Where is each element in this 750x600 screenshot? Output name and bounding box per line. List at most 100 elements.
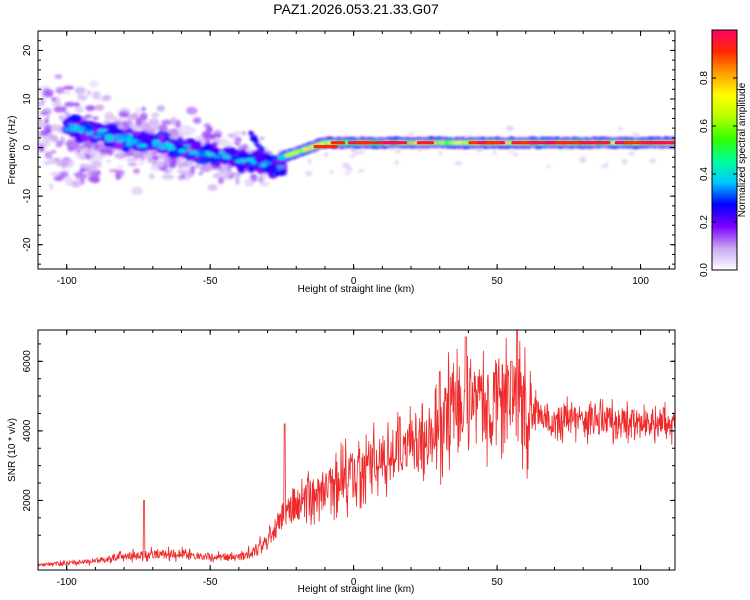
spectrogram-blob	[80, 133, 93, 141]
spectrogram-blob	[85, 105, 96, 112]
spectrogram-blob	[135, 162, 145, 166]
colorbar-frame	[711, 29, 738, 271]
spectrogram-blob	[50, 124, 61, 132]
spectrogram-blob	[39, 130, 45, 136]
spectrogram-blob	[164, 159, 172, 164]
spectrogram-blob	[56, 106, 65, 111]
spectrogram-blob	[506, 125, 514, 132]
spectrogram-blob	[192, 117, 202, 124]
spectrogram-blob	[618, 126, 623, 131]
spectrogram-blob	[55, 102, 62, 106]
spectrogram-blob	[156, 161, 165, 168]
snr-x-tick-label: 50	[492, 577, 504, 588]
spectrogram-blob	[357, 169, 365, 173]
spectrogram-blob	[454, 160, 463, 166]
spectrogram-blob	[250, 161, 257, 165]
spectrogram-blob	[408, 131, 415, 136]
spectrogram-blob	[628, 151, 635, 156]
snr-y-axis-label: SNR (10 * v/v)	[7, 418, 18, 482]
spectrogram-blob	[151, 156, 160, 160]
spectrogram-blob	[395, 149, 401, 154]
spectrogram-blob	[122, 120, 133, 125]
spectrogram-blob	[125, 142, 133, 147]
spectrogram-peak	[390, 141, 408, 145]
spectrogram-blob	[189, 141, 201, 150]
colorbar-tick-label: 0.4	[699, 167, 710, 181]
spectrogram-blob	[54, 74, 63, 79]
snr-x-tick-label: 0	[351, 577, 357, 588]
spectrogram-blob	[127, 162, 138, 167]
spectrogram-blob	[38, 122, 46, 129]
spectrogram-blob	[79, 152, 86, 161]
spectrogram-blob	[180, 173, 186, 179]
spectrogram-blob	[65, 140, 77, 148]
spectrogram-x-tick-label: 0	[351, 276, 357, 287]
spectrogram-blob	[63, 85, 75, 90]
spectrogram-blob	[214, 172, 222, 177]
spectrogram-blob	[40, 141, 51, 147]
spectrogram-blob	[98, 133, 108, 140]
snr-y-tick-label: 6000	[22, 350, 33, 373]
spectrogram-blob	[545, 165, 552, 168]
spectrogram-blob	[260, 148, 266, 153]
spectrogram-blob	[156, 152, 161, 157]
spectrogram-blob	[160, 152, 167, 159]
chart-title: PAZ1.2026.053.21.33.G07	[273, 1, 439, 17]
snr-x-tick-label: -100	[57, 577, 77, 588]
spectrogram-blob	[64, 176, 73, 186]
spectrogram-blob	[61, 161, 69, 167]
spectrogram-blob	[186, 106, 198, 115]
colorbar-tick-label: 0.8	[699, 71, 710, 85]
spectrogram-blob	[235, 177, 240, 186]
spectrogram-blob	[93, 142, 99, 151]
snr-frame	[37, 329, 676, 571]
spectrogram-peak	[416, 141, 434, 145]
spectrogram-blob	[136, 143, 148, 148]
spectrogram-x-axis-label: Height of straight line (km)	[298, 284, 415, 295]
spectrogram-blob	[118, 111, 130, 118]
spectrogram-peak	[330, 141, 346, 145]
snr-x-axis-label: Height of straight line (km)	[298, 584, 415, 595]
spectrogram-blob	[115, 138, 125, 143]
spectrogram-blob	[164, 142, 170, 147]
spectrogram-peak	[485, 141, 500, 145]
spectrogram-blob	[75, 171, 83, 180]
spectrogram-band	[448, 140, 455, 145]
spectrogram-blob	[55, 86, 65, 95]
spectrogram-blob	[122, 123, 131, 131]
spectrogram-blob	[116, 141, 124, 151]
spectrogram-blob	[631, 132, 637, 136]
spectrogram-blob	[230, 136, 237, 140]
spectrogram-blob	[44, 151, 53, 159]
spectrogram-blob	[237, 137, 242, 141]
snr-marks	[38, 330, 675, 568]
spectrogram-blob	[213, 155, 222, 159]
colorbar-ticks: 0.0 0.2 0.4 0.6 0.8	[699, 71, 737, 277]
spectrogram-band	[409, 140, 416, 145]
spectrogram-blob	[621, 158, 628, 165]
snr-y-tick-label: 2000	[22, 489, 33, 512]
spectrogram-blob	[108, 169, 121, 173]
spectrogram-blob	[132, 168, 141, 174]
spectrogram-blob	[221, 171, 232, 177]
spectrogram-blob	[91, 160, 102, 168]
spectrogram-blob	[41, 96, 46, 105]
spectrogram-peak	[623, 141, 634, 145]
spectrogram-blob	[85, 131, 94, 135]
spectrogram-blob	[86, 130, 93, 133]
snr-x-tick-label: -50	[203, 577, 218, 588]
spectrogram-blob	[135, 117, 143, 127]
spectrogram-blob	[208, 134, 216, 141]
spectrogram-blob	[390, 147, 394, 151]
spectrogram-blob	[177, 149, 187, 153]
spectrogram-blob	[508, 150, 515, 154]
spectrogram-blob	[53, 176, 63, 181]
spectrogram-blob	[247, 165, 255, 173]
spectrogram-blob	[273, 167, 279, 171]
spectrogram-blob	[184, 127, 196, 135]
spectrogram-blob	[323, 152, 329, 158]
snr-x-tick-label: 100	[632, 577, 649, 588]
spectrogram-blob	[50, 137, 59, 143]
spectrogram-blob	[64, 101, 76, 107]
